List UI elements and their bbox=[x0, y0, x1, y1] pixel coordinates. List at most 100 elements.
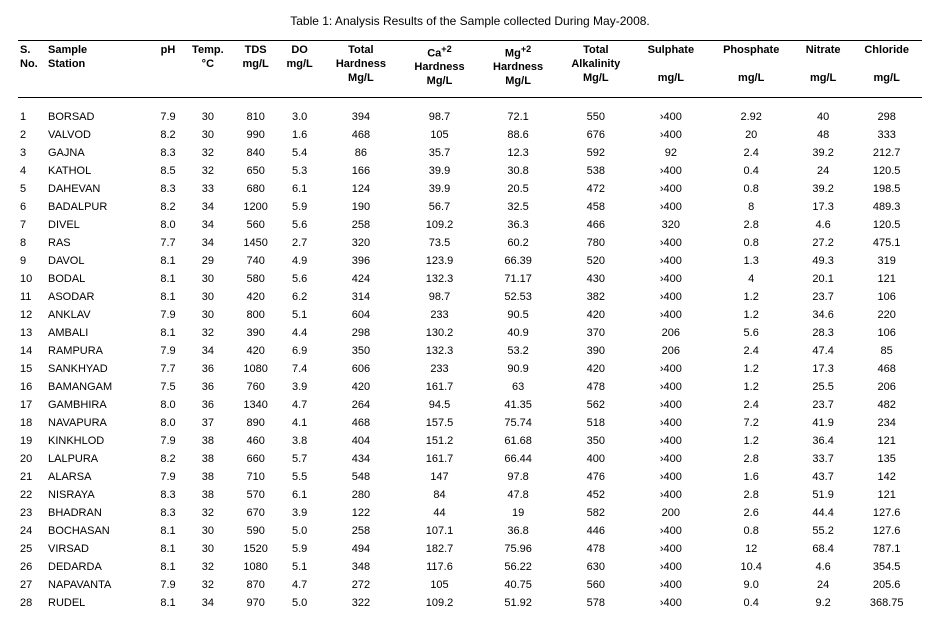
cell-temp: 30 bbox=[182, 522, 234, 540]
cell-nitrate: 27.2 bbox=[795, 234, 851, 252]
table-row: 26DEDARDA8.13210805.1348117.656.22630›40… bbox=[18, 558, 922, 576]
cell-ph: 8.3 bbox=[154, 486, 182, 504]
cell-th: 280 bbox=[322, 486, 401, 504]
cell-temp: 30 bbox=[182, 288, 234, 306]
cell-ca: 109.2 bbox=[400, 594, 479, 612]
cell-tds: 390 bbox=[234, 324, 278, 342]
table-row: 8RAS7.73414502.732073.560.2780›4000.827.… bbox=[18, 234, 922, 252]
cell-station: GAMBHIRA bbox=[46, 396, 154, 414]
table-row: 23BHADRAN8.3326703.912244195822002.644.4… bbox=[18, 504, 922, 522]
cell-phosphate: 1.6 bbox=[707, 468, 794, 486]
cell-tds: 840 bbox=[234, 144, 278, 162]
cell-ca: 98.7 bbox=[400, 108, 479, 126]
cell-alk: 518 bbox=[557, 414, 634, 432]
cell-alk: 592 bbox=[557, 144, 634, 162]
cell-temp: 30 bbox=[182, 540, 234, 558]
cell-do: 5.1 bbox=[278, 558, 322, 576]
cell-phosphate: 0.8 bbox=[707, 180, 794, 198]
cell-phosphate: 2.8 bbox=[707, 450, 794, 468]
table-row: 21ALARSA7.9387105.554814797.8476›4001.64… bbox=[18, 468, 922, 486]
cell-nitrate: 9.2 bbox=[795, 594, 851, 612]
cell-do: 5.6 bbox=[278, 270, 322, 288]
cell-do: 5.0 bbox=[278, 594, 322, 612]
cell-sno: 24 bbox=[18, 522, 46, 540]
cell-tds: 580 bbox=[234, 270, 278, 288]
col-header-sulphate: Sulphatemg/L bbox=[634, 41, 707, 92]
cell-sno: 4 bbox=[18, 162, 46, 180]
cell-sno: 28 bbox=[18, 594, 46, 612]
cell-mg: 47.8 bbox=[479, 486, 558, 504]
cell-do: 7.4 bbox=[278, 360, 322, 378]
cell-nitrate: 39.2 bbox=[795, 180, 851, 198]
cell-phosphate: 2.8 bbox=[707, 486, 794, 504]
cell-alk: 520 bbox=[557, 252, 634, 270]
cell-temp: 34 bbox=[182, 198, 234, 216]
cell-th: 420 bbox=[322, 378, 401, 396]
cell-sno: 25 bbox=[18, 540, 46, 558]
cell-alk: 476 bbox=[557, 468, 634, 486]
cell-station: BAMANGAM bbox=[46, 378, 154, 396]
cell-th: 468 bbox=[322, 126, 401, 144]
cell-tds: 660 bbox=[234, 450, 278, 468]
cell-nitrate: 17.3 bbox=[795, 198, 851, 216]
cell-nitrate: 20.1 bbox=[795, 270, 851, 288]
cell-mg: 20.5 bbox=[479, 180, 558, 198]
cell-alk: 390 bbox=[557, 342, 634, 360]
cell-alk: 472 bbox=[557, 180, 634, 198]
cell-sno: 21 bbox=[18, 468, 46, 486]
cell-station: GAJNA bbox=[46, 144, 154, 162]
cell-sno: 22 bbox=[18, 486, 46, 504]
cell-station: NAPAVANTA bbox=[46, 576, 154, 594]
cell-alk: 630 bbox=[557, 558, 634, 576]
cell-ph: 8.0 bbox=[154, 216, 182, 234]
cell-sulphate: ›400 bbox=[634, 108, 707, 126]
table-row: 25VIRSAD8.13015205.9494182.775.96478›400… bbox=[18, 540, 922, 558]
table-body: 1BORSAD7.9308103.039498.772.1550›4002.92… bbox=[18, 98, 922, 612]
cell-mg: 90.5 bbox=[479, 306, 558, 324]
cell-temp: 38 bbox=[182, 468, 234, 486]
cell-mg: 66.44 bbox=[479, 450, 558, 468]
col-header-chloride: Chloridemg/L bbox=[851, 41, 922, 92]
analysis-table: S.No.SampleStationpHTemp.°CTDSmg/LDOmg/L… bbox=[18, 40, 922, 612]
cell-station: KATHOL bbox=[46, 162, 154, 180]
cell-do: 5.9 bbox=[278, 198, 322, 216]
cell-nitrate: 47.4 bbox=[795, 342, 851, 360]
cell-nitrate: 28.3 bbox=[795, 324, 851, 342]
table-row: 22NISRAYA8.3385706.12808447.8452›4002.85… bbox=[18, 486, 922, 504]
cell-temp: 30 bbox=[182, 126, 234, 144]
cell-ca: 132.3 bbox=[400, 342, 479, 360]
cell-ph: 8.1 bbox=[154, 558, 182, 576]
col-header-tds: TDSmg/L bbox=[234, 41, 278, 92]
cell-mg: 56.22 bbox=[479, 558, 558, 576]
cell-mg: 88.6 bbox=[479, 126, 558, 144]
cell-sulphate: 206 bbox=[634, 342, 707, 360]
cell-alk: 560 bbox=[557, 576, 634, 594]
col-header-temp: Temp.°C bbox=[182, 41, 234, 92]
cell-sulphate: ›400 bbox=[634, 558, 707, 576]
cell-chloride: 121 bbox=[851, 486, 922, 504]
cell-do: 4.7 bbox=[278, 396, 322, 414]
cell-sno: 10 bbox=[18, 270, 46, 288]
table-row: 10BODAL8.1305805.6424132.371.17430›40042… bbox=[18, 270, 922, 288]
cell-station: NISRAYA bbox=[46, 486, 154, 504]
cell-alk: 578 bbox=[557, 594, 634, 612]
cell-th: 468 bbox=[322, 414, 401, 432]
cell-sulphate: ›400 bbox=[634, 432, 707, 450]
table-row: 14RAMPURA7.9344206.9350132.353.23902062.… bbox=[18, 342, 922, 360]
table-row: 28RUDEL8.1349705.0322109.251.92578›4000.… bbox=[18, 594, 922, 612]
cell-nitrate: 44.4 bbox=[795, 504, 851, 522]
cell-mg: 52.53 bbox=[479, 288, 558, 306]
cell-chloride: 475.1 bbox=[851, 234, 922, 252]
cell-ca: 107.1 bbox=[400, 522, 479, 540]
col-header-mg: Mg+2HardnessMg/L bbox=[479, 41, 558, 92]
cell-station: RAS bbox=[46, 234, 154, 252]
cell-ca: 35.7 bbox=[400, 144, 479, 162]
cell-chloride: 354.5 bbox=[851, 558, 922, 576]
cell-alk: 370 bbox=[557, 324, 634, 342]
cell-ph: 7.9 bbox=[154, 342, 182, 360]
cell-ph: 8.3 bbox=[154, 180, 182, 198]
cell-sulphate: ›400 bbox=[634, 414, 707, 432]
cell-chloride: 489.3 bbox=[851, 198, 922, 216]
cell-sulphate: ›400 bbox=[634, 378, 707, 396]
cell-alk: 780 bbox=[557, 234, 634, 252]
